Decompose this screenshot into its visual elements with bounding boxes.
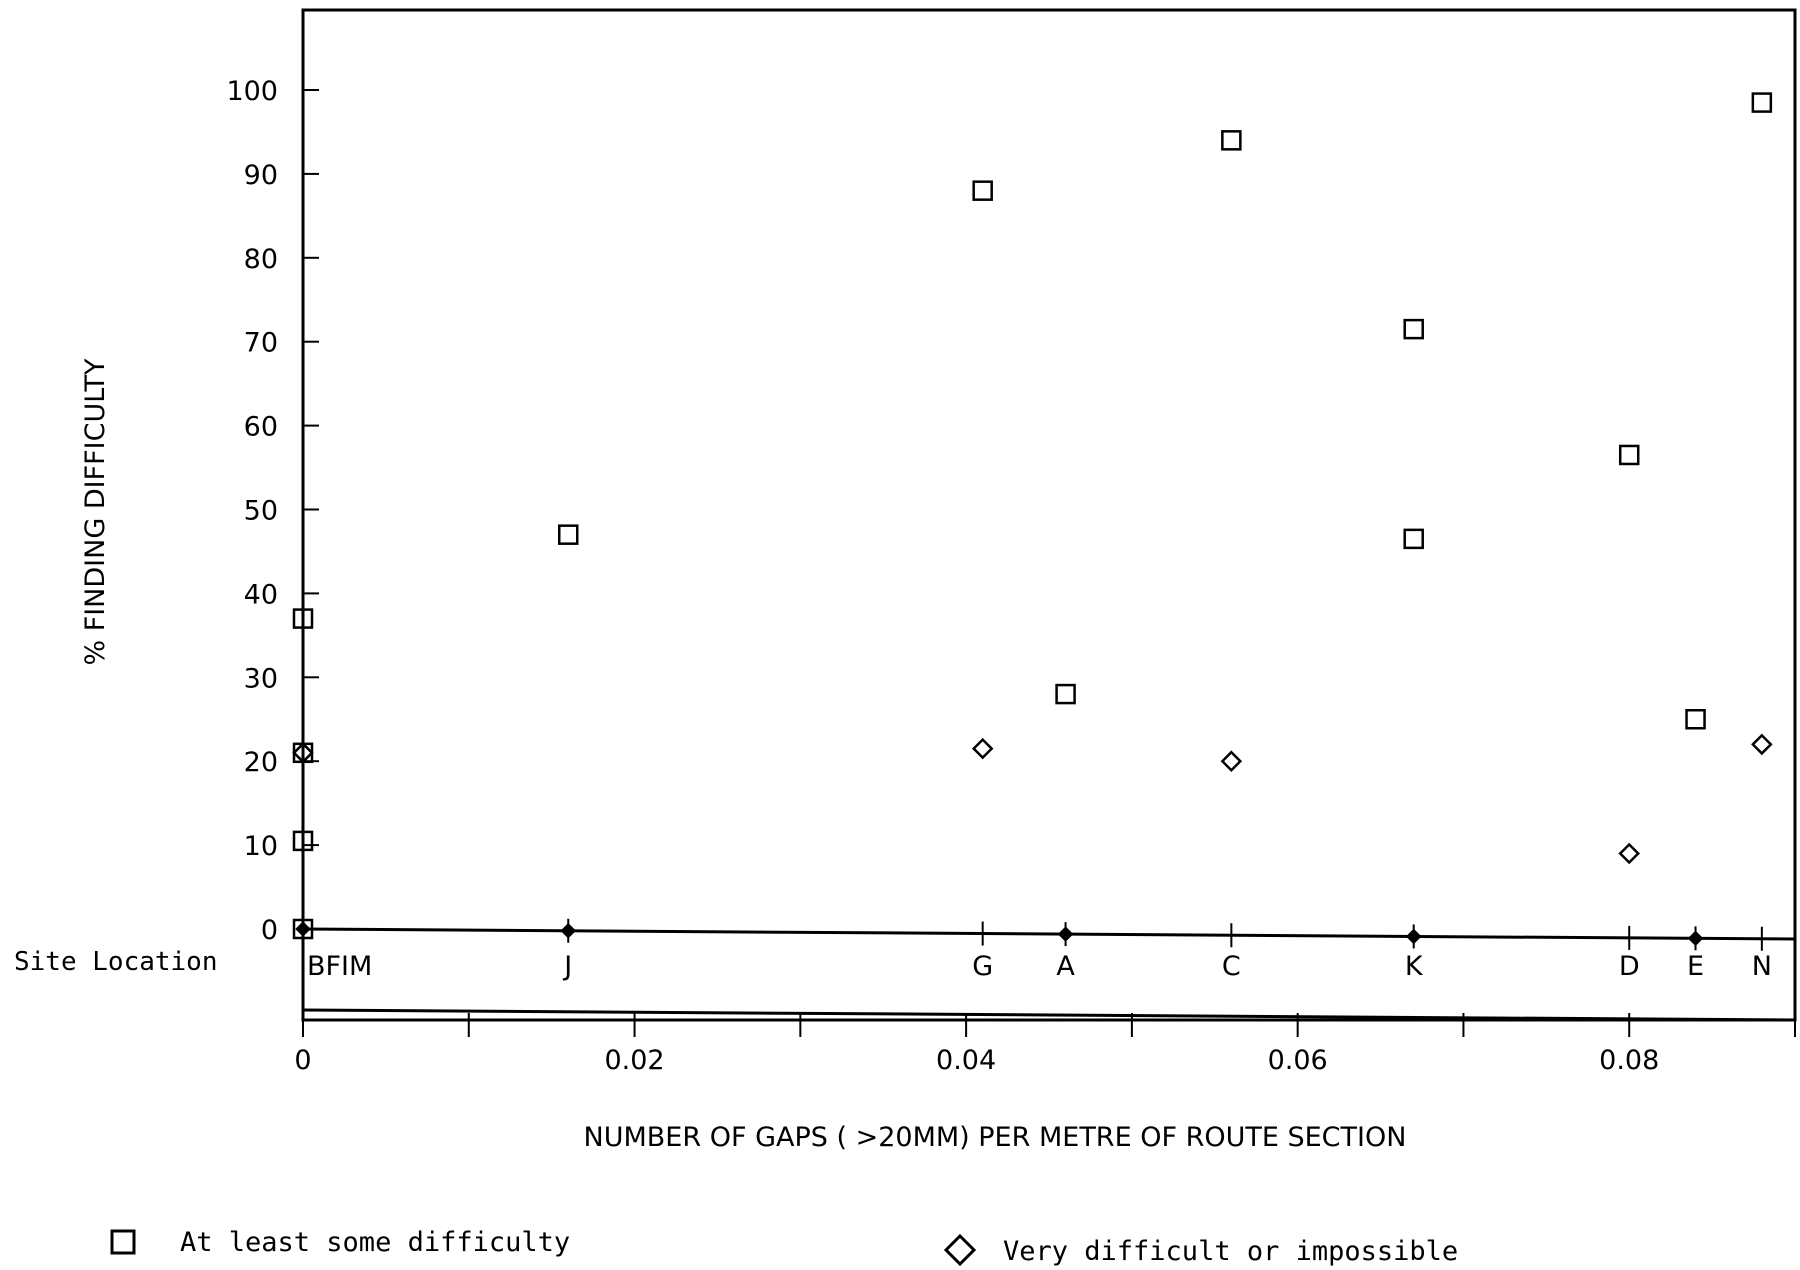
x-tick-label: 0.02 (604, 1045, 664, 1076)
site-label: J (562, 951, 572, 982)
data-point-square (1403, 318, 1424, 340)
legend-label-diamond: Very difficult or impossible (1003, 1236, 1458, 1267)
x-tick-label: 0.08 (1599, 1045, 1659, 1076)
legend-square-marker (110, 1229, 136, 1255)
x-axis: 0 0.02 0.04 0.06 0.08 (294, 1013, 1796, 1076)
site-label: G (972, 951, 993, 982)
x-tick-label: 0.06 (1268, 1045, 1328, 1076)
data-point-diamond (1687, 930, 1704, 947)
site-label: C (1222, 951, 1241, 982)
site-label: N (1752, 951, 1772, 982)
data-point-square (1055, 683, 1076, 705)
site-label: D (1619, 951, 1640, 982)
legend-label-square: At least some difficulty (180, 1227, 570, 1258)
series-layer (292, 92, 1773, 947)
data-point-square (557, 524, 579, 545)
data-point-square (292, 830, 314, 852)
y-tick-label: 90 (244, 160, 278, 191)
data-point-square (292, 918, 314, 940)
site-location-label: Site Location (14, 947, 218, 977)
plot-area-frame (301, 8, 1797, 1022)
y-tick-label: 80 (244, 244, 278, 275)
x-tick-label: 0 (294, 1045, 311, 1076)
site-row-bottom-line (302, 1008, 1796, 1022)
y-tick-label: 20 (244, 747, 278, 778)
x-axis-title: NUMBER OF GAPS ( >20MM) PER METRE OF ROU… (584, 1122, 1407, 1153)
data-point-diamond (560, 923, 577, 939)
y-tick-label: 100 (226, 76, 278, 107)
site-label: E (1687, 951, 1704, 982)
data-point-diamond (295, 921, 311, 937)
series-diamond (292, 733, 1773, 947)
data-point-square (972, 180, 993, 201)
data-point-square (1403, 528, 1424, 550)
data-point-square (1685, 709, 1706, 730)
data-point-diamond (1220, 750, 1243, 772)
site-label: BFIM (307, 951, 372, 982)
site-location-row: BFIM J G A C K D E N (302, 917, 1772, 982)
data-point-diamond (1751, 733, 1773, 756)
data-point-square (1751, 92, 1773, 113)
y-axis: 0 10 20 30 40 50 60 70 80 90 100 (226, 76, 1796, 946)
y-tick-label: 50 (244, 496, 278, 527)
data-point-diamond (1057, 926, 1074, 942)
y-axis-title: % FINDING DIFFICULTY (80, 358, 111, 666)
y-tick-label: 60 (244, 412, 278, 443)
y-tick-label: 70 (244, 328, 278, 359)
data-point-diamond (971, 737, 994, 760)
data-point-diamond (1618, 842, 1640, 865)
site-label: K (1405, 951, 1424, 982)
y-tick-label: 40 (244, 579, 278, 610)
y-tick-label: 30 (244, 663, 278, 694)
data-point-square (1618, 444, 1640, 466)
site-label: A (1056, 951, 1075, 982)
data-point-square (1221, 130, 1242, 151)
legend: At least some difficulty Very difficult … (110, 1227, 1458, 1267)
data-point-diamond (1405, 928, 1422, 945)
zero-baseline (302, 927, 1796, 941)
x-tick-label: 0.04 (936, 1045, 996, 1076)
y-tick-label: 0 (261, 915, 278, 946)
y-tick-label: 10 (244, 831, 278, 862)
data-point-diamond (292, 742, 314, 764)
data-point-square (292, 608, 314, 629)
series-square (292, 92, 1773, 940)
legend-diamond-marker (943, 1233, 977, 1267)
